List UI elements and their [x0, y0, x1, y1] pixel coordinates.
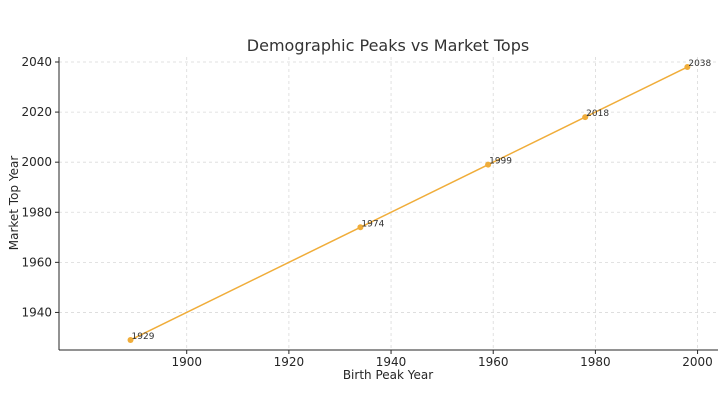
data-label: 1974	[361, 219, 384, 229]
x-tick-label: 1920	[274, 355, 305, 369]
x-tick-label: 1960	[478, 355, 509, 369]
x-tick-label: 1980	[580, 355, 611, 369]
data-point	[582, 114, 589, 121]
y-tick-label: 2020	[21, 105, 52, 119]
y-tick-label: 1940	[21, 305, 52, 319]
x-tick-label: 1940	[376, 355, 407, 369]
x-ticks: 1900 1920 1940 1960 1980 2000	[171, 350, 713, 369]
chart-title: Demographic Peaks vs Market Tops	[247, 36, 529, 55]
y-tick-label: 1980	[21, 205, 52, 219]
data-label: 2018	[586, 109, 609, 119]
data-label: 2038	[688, 59, 711, 69]
axes	[58, 57, 718, 351]
data-point	[485, 161, 492, 168]
data-label: 1999	[489, 157, 512, 167]
x-tick-label: 1900	[171, 355, 202, 369]
x-tick-label: 2000	[682, 355, 713, 369]
data-labels: 1929 1974 1999 2018 2038	[132, 59, 712, 342]
grid	[59, 57, 718, 350]
data-label: 1929	[132, 332, 155, 342]
y-tick-label: 1960	[21, 255, 52, 269]
y-tick-label: 2040	[21, 55, 52, 69]
data-point	[357, 224, 364, 231]
y-axis-title: Market Top Year	[7, 156, 21, 251]
x-axis-title: Birth Peak Year	[343, 368, 433, 382]
y-ticks: 1940 1960 1980 2000 2020 2040	[21, 55, 59, 319]
data-point	[684, 64, 691, 71]
y-tick-label: 2000	[21, 155, 52, 169]
series	[127, 64, 691, 343]
data-point	[127, 336, 134, 343]
